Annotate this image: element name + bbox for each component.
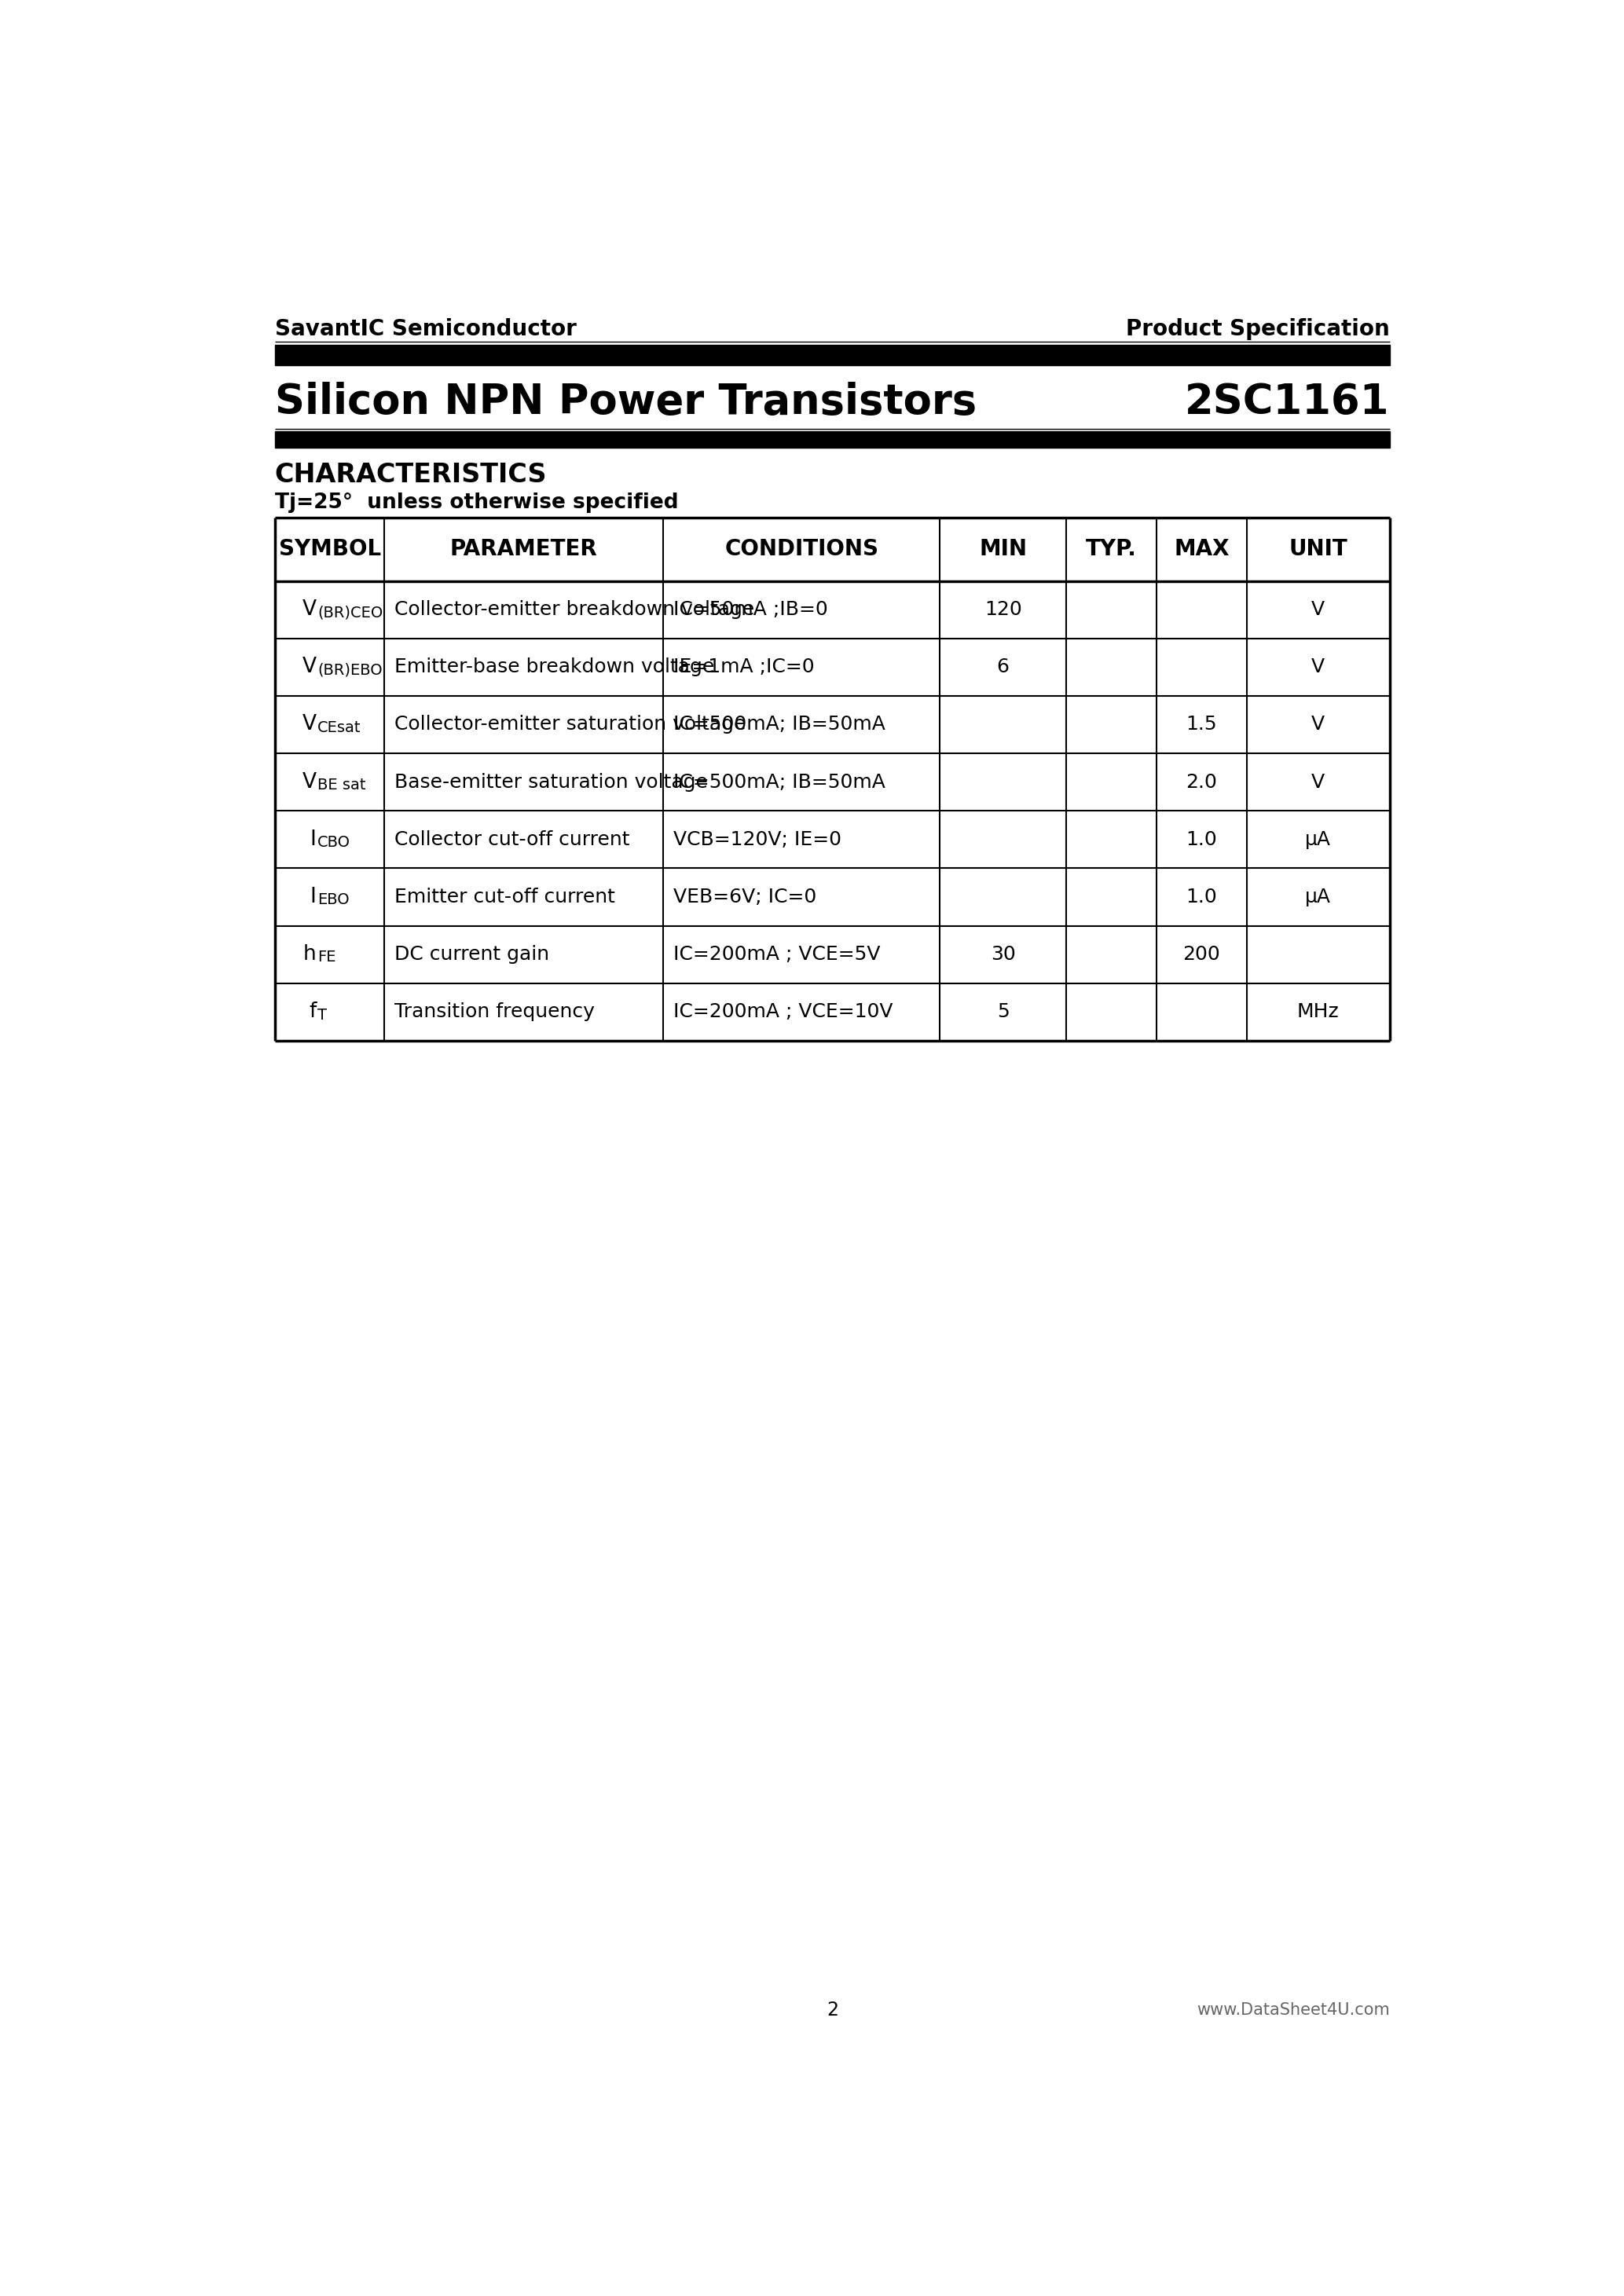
- Text: V: V: [302, 657, 317, 677]
- Text: SYMBOL: SYMBOL: [279, 537, 380, 560]
- Text: 2.0: 2.0: [1186, 774, 1218, 792]
- Text: V: V: [1312, 774, 1325, 792]
- Text: IC=500mA; IB=50mA: IC=500mA; IB=50mA: [672, 714, 885, 735]
- Text: Silicon NPN Power Transistors: Silicon NPN Power Transistors: [274, 381, 976, 422]
- Text: 6: 6: [997, 657, 1010, 677]
- Text: www.DataSheet4U.com: www.DataSheet4U.com: [1197, 2002, 1390, 2018]
- Text: h: h: [304, 944, 317, 964]
- Text: V: V: [302, 714, 317, 735]
- Text: MHz: MHz: [1298, 1003, 1340, 1022]
- Text: UNIT: UNIT: [1289, 537, 1348, 560]
- Text: V: V: [1312, 657, 1325, 677]
- Text: BE sat: BE sat: [317, 778, 365, 792]
- Text: IC=500mA; IB=50mA: IC=500mA; IB=50mA: [672, 774, 885, 792]
- Text: Collector cut-off current: Collector cut-off current: [395, 831, 630, 850]
- Text: 1.0: 1.0: [1186, 889, 1218, 907]
- Text: 1.5: 1.5: [1186, 714, 1216, 735]
- Text: EBO: EBO: [317, 893, 349, 907]
- Text: CHARACTERISTICS: CHARACTERISTICS: [274, 461, 547, 489]
- Text: μA: μA: [1306, 831, 1332, 850]
- Text: V: V: [302, 771, 317, 792]
- Text: 2SC1161: 2SC1161: [1186, 381, 1390, 422]
- Text: Tj=25°  unless otherwise specified: Tj=25° unless otherwise specified: [274, 491, 679, 512]
- Text: SavantIC Semiconductor: SavantIC Semiconductor: [274, 317, 577, 340]
- Text: CBO: CBO: [317, 836, 351, 850]
- Text: V: V: [302, 599, 317, 620]
- Text: 1.0: 1.0: [1186, 831, 1218, 850]
- Text: V: V: [1312, 599, 1325, 620]
- Text: Transition frequency: Transition frequency: [395, 1003, 594, 1022]
- Text: TYP.: TYP.: [1086, 537, 1137, 560]
- Text: Emitter-base breakdown voltage: Emitter-base breakdown voltage: [395, 657, 715, 677]
- Text: FE: FE: [317, 951, 336, 964]
- Text: IC=50mA ;IB=0: IC=50mA ;IB=0: [672, 599, 828, 620]
- Text: I: I: [310, 829, 317, 850]
- Text: 30: 30: [991, 946, 1015, 964]
- Text: IE=1mA ;IC=0: IE=1mA ;IC=0: [672, 657, 814, 677]
- Text: 2: 2: [827, 2000, 838, 2020]
- Text: IC=200mA ; VCE=5V: IC=200mA ; VCE=5V: [672, 946, 880, 964]
- Text: V: V: [1312, 714, 1325, 735]
- Bar: [274, 432, 1390, 448]
- Text: DC current gain: DC current gain: [395, 946, 549, 964]
- Text: 5: 5: [997, 1003, 1009, 1022]
- Text: VEB=6V; IC=0: VEB=6V; IC=0: [672, 889, 817, 907]
- Text: T: T: [317, 1008, 326, 1022]
- Text: VCB=120V; IE=0: VCB=120V; IE=0: [672, 831, 841, 850]
- Text: I: I: [310, 886, 317, 907]
- Text: CEsat: CEsat: [317, 721, 361, 735]
- Text: Collector-emitter breakdown voltage: Collector-emitter breakdown voltage: [395, 599, 754, 620]
- Text: Product Specification: Product Specification: [1125, 317, 1390, 340]
- Text: Emitter cut-off current: Emitter cut-off current: [395, 889, 615, 907]
- Text: Base-emitter saturation voltage: Base-emitter saturation voltage: [395, 774, 708, 792]
- Text: (BR)EBO: (BR)EBO: [317, 664, 382, 677]
- Text: μA: μA: [1306, 889, 1332, 907]
- Text: IC=200mA ; VCE=10V: IC=200mA ; VCE=10V: [672, 1003, 893, 1022]
- Text: (BR)CEO: (BR)CEO: [317, 606, 383, 620]
- Text: MIN: MIN: [979, 537, 1026, 560]
- Text: PARAMETER: PARAMETER: [450, 537, 598, 560]
- Text: MAX: MAX: [1174, 537, 1229, 560]
- Bar: [274, 344, 1390, 365]
- Text: CONDITIONS: CONDITIONS: [724, 537, 879, 560]
- Text: Collector-emitter saturation voltage: Collector-emitter saturation voltage: [395, 714, 745, 735]
- Text: f: f: [309, 1001, 317, 1022]
- Text: 200: 200: [1182, 946, 1220, 964]
- Text: 120: 120: [984, 599, 1021, 620]
